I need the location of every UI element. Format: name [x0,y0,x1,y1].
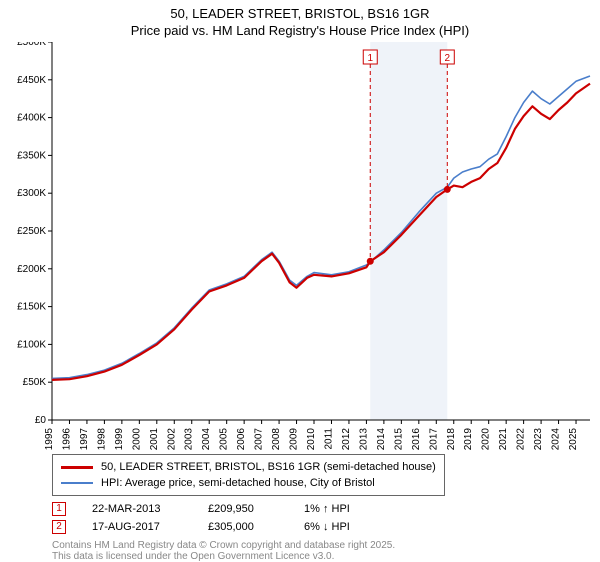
svg-text:2007: 2007 [254,428,265,451]
legend-swatch-hpi [61,482,93,484]
sale-row-1: 1 22-MAR-2013 £209,950 1% ↑ HPI [52,500,394,518]
svg-text:2001: 2001 [149,428,160,451]
sale-badge-1: 1 [52,502,66,516]
sale-row-2: 2 17-AUG-2017 £305,000 6% ↓ HPI [52,518,394,536]
svg-text:£150K: £150K [17,302,46,313]
svg-text:2010: 2010 [306,428,317,451]
legend: 50, LEADER STREET, BRISTOL, BS16 1GR (se… [52,454,445,496]
svg-text:1998: 1998 [96,428,107,451]
chart-title-main: 50, LEADER STREET, BRISTOL, BS16 1GR [0,6,600,21]
svg-text:2011: 2011 [323,428,334,450]
attribution-line2: This data is licensed under the Open Gov… [52,551,395,562]
chart-title-block: 50, LEADER STREET, BRISTOL, BS16 1GR Pri… [0,0,600,38]
sale-date-1: 22-MAR-2013 [92,503,182,515]
legend-label-price-paid: 50, LEADER STREET, BRISTOL, BS16 1GR (se… [101,459,436,475]
chart-title-sub: Price paid vs. HM Land Registry's House … [0,23,600,38]
svg-text:2003: 2003 [184,428,195,451]
svg-text:£500K: £500K [17,42,46,48]
legend-label-hpi: HPI: Average price, semi-detached house,… [101,475,375,491]
svg-text:2000: 2000 [131,428,142,451]
svg-text:2008: 2008 [271,428,282,451]
svg-text:2024: 2024 [551,428,562,451]
svg-text:1999: 1999 [114,428,125,451]
sale-date-2: 17-AUG-2017 [92,521,182,533]
svg-text:£350K: £350K [17,150,46,161]
svg-text:2020: 2020 [481,428,492,451]
svg-text:£200K: £200K [17,264,46,275]
sale-badge-2: 2 [52,520,66,534]
svg-text:£100K: £100K [17,339,46,350]
svg-text:£0: £0 [35,415,47,426]
svg-text:2025: 2025 [568,428,579,451]
svg-text:2002: 2002 [166,428,177,451]
chart-container: £0 £50K £100K £150K £200K £250K £300K £350K £400… [0,42,600,454]
svg-text:2012: 2012 [341,428,352,451]
svg-text:2017: 2017 [428,428,439,451]
legend-item-hpi: HPI: Average price, semi-detached house,… [61,475,436,491]
svg-text:2022: 2022 [516,428,527,451]
svg-text:2015: 2015 [393,428,404,451]
svg-text:2004: 2004 [201,428,212,451]
attribution-line1: Contains HM Land Registry data © Crown c… [52,540,395,551]
svg-text:2006: 2006 [236,428,247,451]
svg-text:2005: 2005 [219,428,230,451]
svg-text:1997: 1997 [79,428,90,451]
svg-text:2019: 2019 [463,428,474,451]
svg-text:1996: 1996 [61,428,72,451]
legend-item-price-paid: 50, LEADER STREET, BRISTOL, BS16 1GR (se… [61,459,436,475]
sale-price-2: £305,000 [208,521,278,533]
sale-price-1: £209,950 [208,503,278,515]
svg-text:2009: 2009 [289,428,300,451]
svg-text:£250K: £250K [17,226,46,237]
sale-diff-1: 1% ↑ HPI [304,503,394,515]
attribution-text: Contains HM Land Registry data © Crown c… [52,540,395,562]
svg-text:£450K: £450K [17,75,46,86]
svg-text:2: 2 [445,53,451,64]
sale-diff-2: 6% ↓ HPI [304,521,394,533]
svg-text:£50K: £50K [23,377,47,388]
svg-text:2013: 2013 [358,428,369,451]
svg-text:1: 1 [367,53,373,64]
svg-text:2021: 2021 [498,428,509,451]
svg-text:2014: 2014 [376,428,387,451]
svg-text:2016: 2016 [411,428,422,451]
svg-text:2018: 2018 [446,428,457,451]
sale-records: 1 22-MAR-2013 £209,950 1% ↑ HPI 2 17-AUG… [52,500,394,536]
svg-text:1995: 1995 [44,428,55,451]
svg-text:2023: 2023 [533,428,544,451]
svg-text:£300K: £300K [17,188,46,199]
line-chart: £0 £50K £100K £150K £200K £250K £300K £350K £400… [0,42,600,454]
svg-text:£400K: £400K [17,113,46,124]
legend-swatch-price-paid [61,466,93,469]
